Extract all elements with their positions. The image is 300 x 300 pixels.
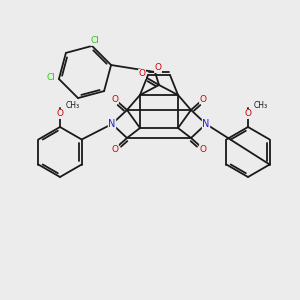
Text: O: O — [112, 94, 118, 103]
Text: O: O — [200, 94, 206, 103]
Text: O: O — [56, 110, 64, 118]
Text: N: N — [108, 119, 116, 129]
Text: O: O — [112, 145, 118, 154]
Text: O: O — [154, 64, 161, 73]
Text: CH₃: CH₃ — [66, 100, 80, 109]
Text: O: O — [200, 145, 206, 154]
Text: Cl: Cl — [91, 36, 99, 45]
Text: N: N — [202, 119, 210, 129]
Text: CH₃: CH₃ — [254, 100, 268, 109]
Text: O: O — [244, 110, 251, 118]
Text: O: O — [139, 70, 145, 79]
Text: Cl: Cl — [46, 74, 56, 82]
